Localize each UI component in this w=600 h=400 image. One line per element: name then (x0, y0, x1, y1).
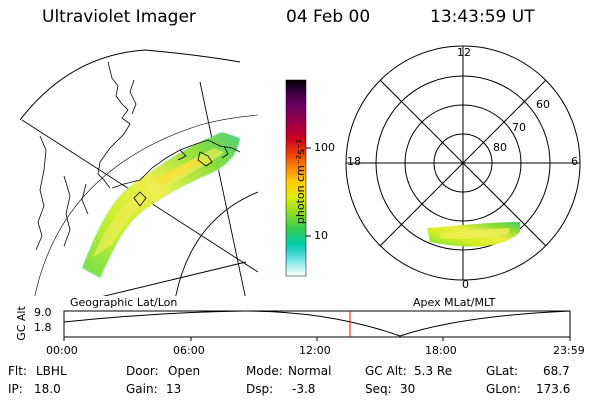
colorbar-tick-100: 100 (314, 141, 335, 154)
mode-label: Mode: (246, 364, 283, 378)
timeline-ytick-top: 9.0 (34, 306, 52, 319)
polar-plot (345, 45, 581, 281)
mode-value: Normal (288, 364, 332, 378)
mlat-label-80: 80 (493, 141, 507, 154)
glat-label: GLat: (486, 364, 519, 378)
dsp-value: -3.8 (292, 382, 316, 396)
instrument-title: Ultraviolet Imager (42, 7, 196, 27)
mlt-label-12: 12 (457, 46, 471, 59)
filter-label: Flt: (8, 364, 27, 378)
gain-label: Gain: (126, 382, 158, 396)
date-label: 04 Feb 00 (286, 7, 371, 27)
mlat-label-60: 60 (536, 98, 550, 111)
timeline-xtick-0000: 00:00 (46, 344, 78, 357)
timeline-ylabel: GC Alt (14, 306, 28, 341)
glon-label: GLon: (486, 382, 521, 396)
ip-value: 18.0 (34, 382, 61, 396)
timeline-xtick-2359: 23:59 (553, 344, 585, 357)
mlat-label-70: 70 (512, 121, 526, 134)
glon-value: 173.6 (536, 382, 571, 396)
door-value: Open (168, 364, 201, 378)
gain-value: 13 (166, 382, 182, 396)
coastlines (35, 61, 241, 251)
polar-panel-label: Apex MLat/MLT (413, 296, 496, 309)
dsp-label: Dsp: (246, 382, 274, 396)
aurora-oval-polar (427, 222, 520, 247)
colorbar (285, 79, 311, 277)
orbit-timeline (63, 310, 571, 341)
door-label: Door: (126, 364, 159, 378)
timeline-ytick-bottom: 1.8 (34, 321, 52, 334)
glat-value: 68.7 (543, 364, 570, 378)
colorbar-unit-label: photon cm⁻²s⁻¹ (294, 138, 308, 225)
timeline-xtick-0600: 06:00 (173, 344, 205, 357)
aurora-oval-geographic (80, 130, 242, 280)
timeline-xtick-1800: 18:00 (425, 344, 457, 357)
timeline-xtick-1200: 12:00 (299, 344, 331, 357)
colorbar-tick-10: 10 (314, 229, 328, 242)
filter-value: LBHL (36, 364, 67, 378)
seq-value: 30 (400, 382, 416, 396)
time-label: 13:43:59 UT (430, 7, 535, 27)
mlt-label-18: 18 (347, 155, 361, 168)
gc-alt-label: GC Alt: (365, 364, 407, 378)
geographic-panel-label: Geographic Lat/Lon (70, 296, 178, 309)
gc-alt-value: 5.3 Re (414, 364, 453, 378)
seq-label: Seq: (365, 382, 392, 396)
ip-label: IP: (8, 382, 23, 396)
mlt-label-0: 0 (462, 278, 469, 291)
mlt-label-6: 6 (571, 155, 578, 168)
geographic-map (20, 49, 258, 296)
